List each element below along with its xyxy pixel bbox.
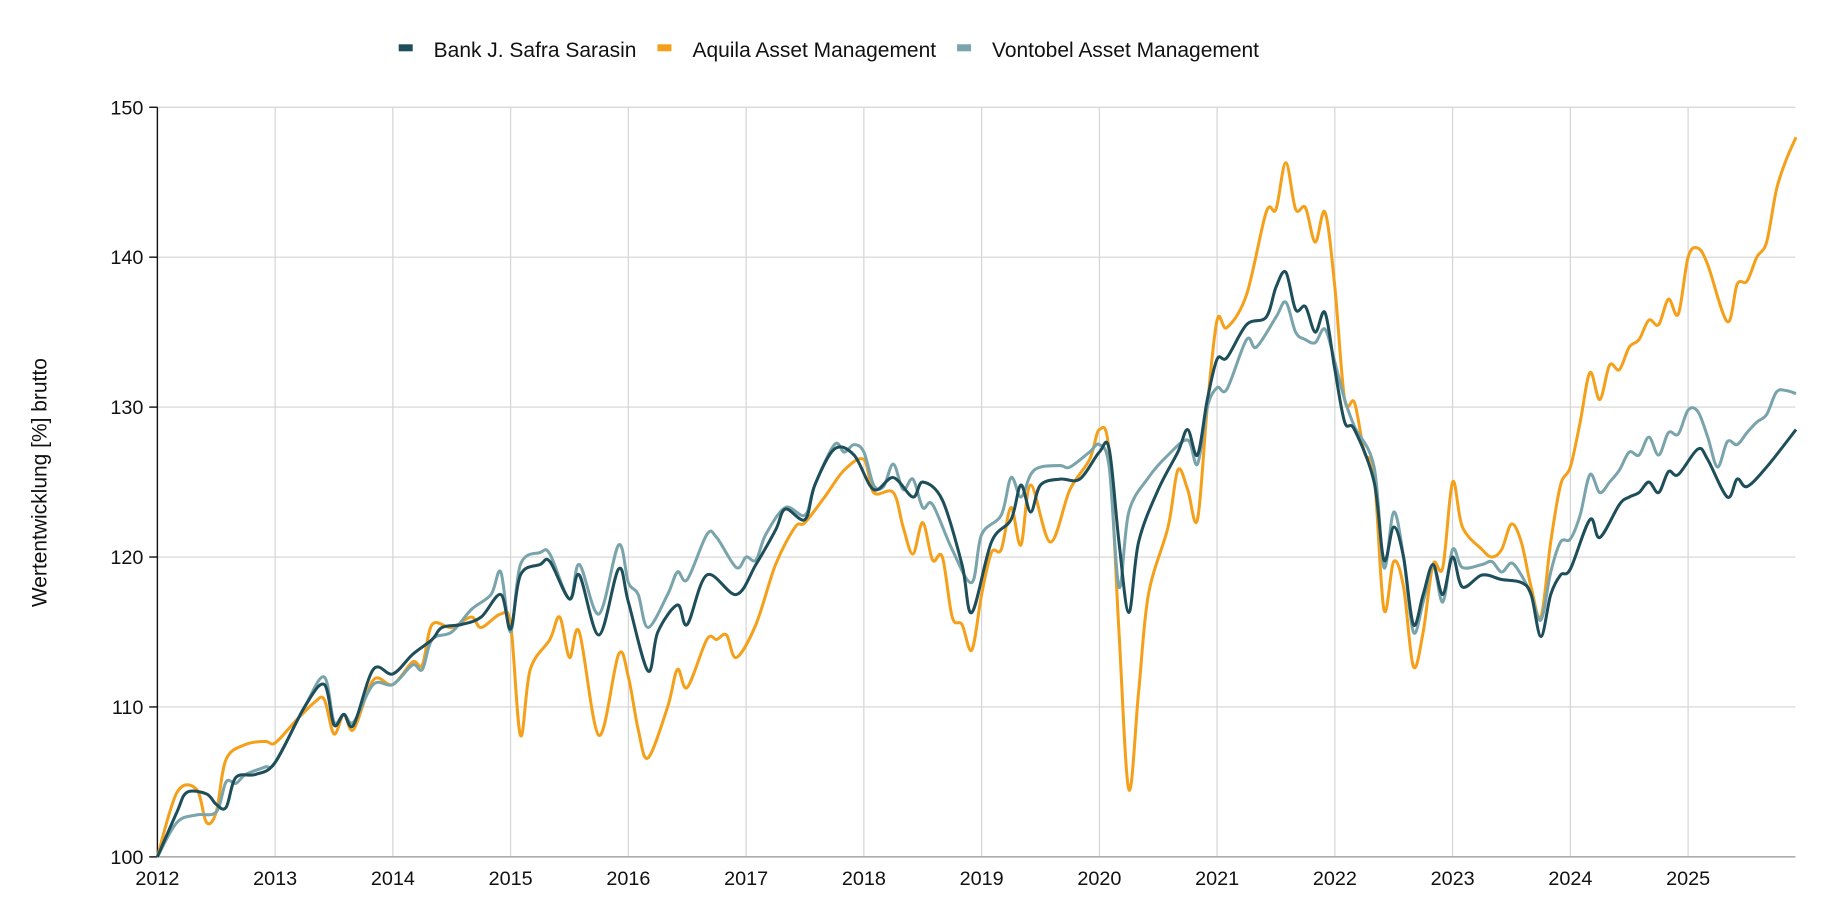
y-tick-label: 150 — [110, 97, 143, 119]
legend-swatch — [957, 44, 972, 52]
y-tick-label: 110 — [112, 697, 144, 719]
x-tick-label: 2015 — [489, 868, 533, 890]
y-tick-label: 140 — [110, 247, 143, 269]
series-line-aquila-asset-management — [155, 136, 1798, 858]
axes: 100 110 120 130 140 150 2012 2013 2014 2015 2016 20… — [110, 97, 1796, 890]
legend-swatch — [657, 44, 672, 52]
x-tick-label: 2023 — [1431, 868, 1475, 890]
x-tick-label: 2020 — [1077, 868, 1121, 890]
legend-swatch — [398, 44, 413, 52]
legend-label: Vontobel Asset Management — [992, 39, 1259, 62]
series-line-bank-j-safra-sarasin — [155, 269, 1798, 858]
x-tick-label: 2017 — [724, 868, 768, 890]
x-tick-label: 2024 — [1548, 868, 1592, 890]
y-tick-label: 100 — [110, 847, 143, 869]
x-tick-label: 2019 — [960, 868, 1004, 890]
grid — [156, 106, 1796, 858]
y-tick-label: 120 — [110, 547, 143, 569]
series-line-vontobel-asset-management — [156, 300, 1797, 858]
legend: Bank J. Safra Sarasin Aquila Asset Manage… — [398, 39, 1259, 62]
legend-label: Bank J. Safra Sarasin — [434, 39, 637, 62]
x-tick-label: 2012 — [135, 868, 179, 890]
y-axis-label: Wertentwicklung [%] brutto — [29, 358, 52, 607]
x-tick-label: 2025 — [1666, 868, 1710, 890]
x-tick-label: 2014 — [371, 868, 415, 890]
x-tick-label: 2013 — [253, 868, 297, 890]
x-tick-label: 2021 — [1195, 868, 1239, 890]
x-tick-label: 2022 — [1313, 868, 1357, 890]
series-lines — [155, 136, 1798, 858]
x-tick-label: 2018 — [842, 868, 886, 890]
legend-label: Aquila Asset Management — [692, 39, 936, 62]
y-tick-label: 130 — [110, 397, 143, 419]
x-tick-label: 2016 — [606, 868, 650, 890]
